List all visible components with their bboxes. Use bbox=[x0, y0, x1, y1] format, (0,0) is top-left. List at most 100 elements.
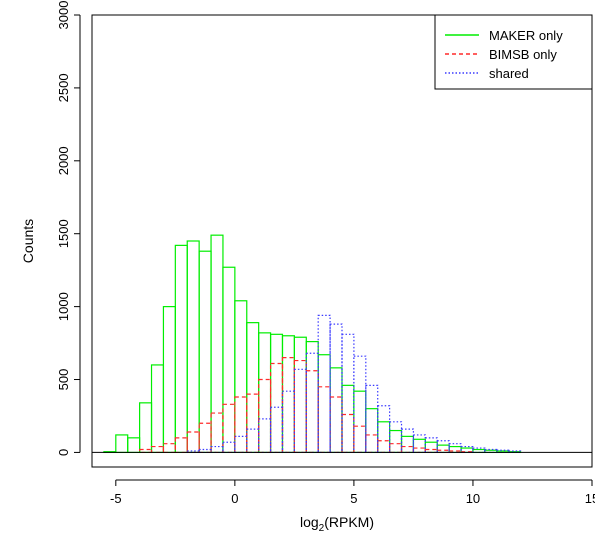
bar-bimsb-only bbox=[305, 370, 319, 454]
bar-maker-only bbox=[258, 332, 272, 454]
bar-shared bbox=[281, 390, 295, 454]
legend-box bbox=[434, 14, 593, 90]
bar-shared bbox=[293, 368, 307, 454]
bar-maker-only bbox=[234, 300, 248, 454]
bar-shared bbox=[508, 450, 522, 454]
bar-shared bbox=[269, 406, 284, 454]
legend-label: BIMSB only bbox=[489, 47, 557, 62]
bar-maker-only bbox=[246, 322, 260, 454]
y-axis: 0 500 1000 1500 2000 2500 3000 bbox=[56, 1, 81, 456]
bar-bimsb-only bbox=[341, 413, 355, 454]
bar-bimsb-only bbox=[281, 357, 295, 454]
bar-maker-only bbox=[269, 333, 284, 454]
bar-bimsb-only bbox=[150, 445, 165, 454]
bar-shared bbox=[317, 314, 331, 454]
x-axis-title: log2(RPKM) bbox=[300, 514, 374, 534]
bar-bimsb-only bbox=[400, 445, 415, 454]
series-maker-only bbox=[103, 234, 522, 454]
bar-maker-only bbox=[127, 437, 141, 454]
x-axis-title-subscript: 2 bbox=[319, 523, 325, 534]
bar-maker-only bbox=[436, 444, 450, 454]
bar-shared bbox=[258, 418, 272, 454]
y-tick-label: 1500 bbox=[56, 219, 71, 248]
bar-bimsb-only bbox=[377, 440, 391, 454]
bar-maker-only bbox=[115, 434, 129, 454]
bar-shared bbox=[234, 435, 248, 454]
x-tick-label: 10 bbox=[466, 491, 480, 506]
bar-shared bbox=[305, 352, 319, 454]
bar-shared bbox=[472, 447, 486, 454]
bar-shared bbox=[389, 421, 403, 454]
x-tick-label: -5 bbox=[110, 491, 122, 506]
bar-bimsb-only bbox=[222, 403, 236, 454]
bar-shared bbox=[246, 428, 260, 454]
bar-bimsb-only bbox=[198, 422, 212, 454]
legend-label: MAKER only bbox=[489, 28, 563, 43]
bar-maker-only bbox=[281, 335, 295, 454]
bar-maker-only bbox=[377, 421, 391, 454]
bar-maker-only bbox=[400, 435, 415, 454]
bar-shared bbox=[353, 355, 367, 454]
bar-bimsb-only bbox=[293, 359, 307, 454]
bar-maker-only bbox=[389, 429, 403, 454]
bar-maker-only bbox=[293, 336, 307, 454]
bar-shared bbox=[412, 434, 426, 454]
y-tick-label: 2000 bbox=[56, 146, 71, 175]
bar-bimsb-only bbox=[317, 386, 331, 454]
bar-maker-only bbox=[150, 364, 165, 454]
bar-maker-only bbox=[353, 390, 367, 454]
bar-shared bbox=[377, 405, 391, 454]
y-tick-label: 1000 bbox=[56, 292, 71, 321]
bar-maker-only bbox=[317, 354, 331, 454]
bar-maker-only bbox=[198, 250, 212, 454]
plot-frame bbox=[91, 14, 593, 468]
y-tick-label: 500 bbox=[56, 369, 71, 391]
bar-bimsb-only bbox=[210, 412, 224, 454]
bar-shared bbox=[222, 441, 236, 454]
bar-shared bbox=[400, 428, 415, 454]
bar-maker-only bbox=[174, 244, 188, 454]
bar-maker-only bbox=[162, 306, 176, 454]
bar-bimsb-only bbox=[246, 393, 260, 454]
x-tick-label: 0 bbox=[231, 491, 238, 506]
bar-maker-only bbox=[365, 408, 379, 454]
bar-maker-only bbox=[424, 441, 438, 454]
y-tick-label: 3000 bbox=[56, 1, 71, 30]
bar-shared bbox=[460, 445, 474, 454]
bar-shared bbox=[341, 333, 355, 454]
bar-shared bbox=[210, 445, 224, 454]
bar-bimsb-only bbox=[234, 396, 248, 454]
bar-shared bbox=[424, 437, 438, 454]
bar-shared bbox=[186, 450, 200, 454]
bar-bimsb-only bbox=[174, 437, 188, 454]
bar-bimsb-only bbox=[139, 448, 153, 454]
bar-bimsb-only bbox=[412, 447, 426, 454]
x-axis-title-rest: (RPKM) bbox=[324, 514, 374, 530]
bar-bimsb-only bbox=[162, 443, 176, 454]
bar-maker-only bbox=[329, 367, 343, 454]
bar-shared bbox=[436, 440, 450, 454]
bar-bimsb-only bbox=[353, 425, 367, 454]
bar-bimsb-only bbox=[186, 431, 200, 454]
bar-maker-only bbox=[222, 266, 236, 454]
x-axis: -5 0 5 10 15 bbox=[110, 479, 595, 506]
bar-maker-only bbox=[305, 341, 319, 454]
bar-maker-only bbox=[341, 384, 355, 454]
bar-bimsb-only bbox=[269, 362, 284, 454]
bar-bimsb-only bbox=[365, 434, 379, 454]
bar-shared bbox=[365, 384, 379, 454]
legend-label: shared bbox=[489, 66, 529, 81]
series-shared bbox=[186, 314, 522, 454]
bar-shared bbox=[198, 448, 212, 454]
y-tick-label: 0 bbox=[56, 449, 71, 456]
x-axis-title-main: log bbox=[300, 514, 319, 530]
legend-entries: MAKER only BIMSB only shared bbox=[445, 28, 563, 81]
bar-maker-only bbox=[186, 240, 200, 454]
bar-bimsb-only bbox=[389, 443, 403, 454]
y-tick-label: 2500 bbox=[56, 73, 71, 102]
legend: MAKER only BIMSB only shared bbox=[434, 14, 593, 90]
x-tick-label: 15 bbox=[585, 491, 595, 506]
bar-maker-only bbox=[139, 402, 153, 454]
y-axis-title: Counts bbox=[20, 219, 36, 263]
